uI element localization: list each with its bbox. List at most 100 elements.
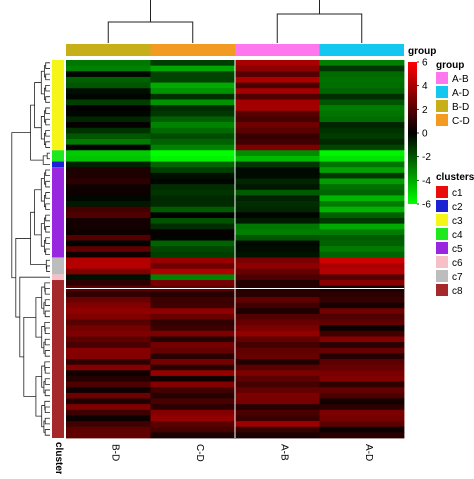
heatmap-cell <box>235 116 320 123</box>
heatmap-cell <box>150 251 236 258</box>
heatmap-cell <box>235 206 320 213</box>
group-annotation-cell <box>66 44 151 56</box>
dendrogram-branch <box>45 180 50 188</box>
heatmap-cell <box>66 246 151 253</box>
dendrogram-branch <box>45 214 50 222</box>
heatmap-cell <box>66 155 151 162</box>
heatmap-cell <box>235 319 320 326</box>
dendrogram-branch <box>44 406 50 414</box>
heatmap-cell <box>235 155 320 162</box>
dendrogram-branch <box>44 338 50 346</box>
dendrogram-branch <box>45 73 50 81</box>
heatmap-cell <box>235 150 320 157</box>
heatmap-cell <box>319 88 405 95</box>
column-label: B-D <box>109 444 120 461</box>
heatmap-cell <box>150 274 236 281</box>
color-scale-tick-label: 0 <box>422 129 428 140</box>
group-legend-swatch <box>436 114 448 126</box>
heatmap-cell <box>66 116 151 123</box>
color-scale-tick-label: 4 <box>422 81 428 92</box>
heatmap-cell <box>66 138 151 146</box>
heatmap-cell <box>150 189 236 196</box>
heatmap-cell <box>66 234 151 241</box>
heatmap-cell <box>66 257 151 264</box>
heatmap-cell <box>66 364 151 371</box>
group-annotation-cell <box>150 44 235 56</box>
heatmap-cell <box>150 93 236 100</box>
heatmap-cell <box>66 381 151 388</box>
heatmap-cell <box>66 319 151 326</box>
heatmap-cell <box>319 71 405 78</box>
heatmap-cell <box>319 217 405 225</box>
heatmap-cell <box>150 184 236 191</box>
heatmap-cell <box>319 144 405 151</box>
heatmap-cell <box>235 370 320 377</box>
heatmap-cell <box>150 138 236 146</box>
heatmap-cell <box>66 144 151 151</box>
dendrogram-branch <box>40 178 45 202</box>
heatmap-cell <box>150 105 236 112</box>
heatmap-cell <box>66 212 151 219</box>
dendrogram-branch <box>44 429 50 436</box>
heatmap-cell <box>319 291 405 298</box>
heatmap-cell <box>66 398 151 405</box>
heatmap-cell <box>235 110 320 117</box>
heatmap-cell <box>319 274 405 281</box>
heatmap-cell <box>66 347 151 354</box>
heatmap-cell <box>319 178 405 185</box>
dendrogram-branch <box>44 417 50 425</box>
heatmap-cell <box>235 217 320 225</box>
dendrogram-branch <box>11 132 31 279</box>
clusters-legend-swatch <box>436 242 448 254</box>
heatmap-cell <box>319 409 405 416</box>
heatmap-cell <box>66 291 151 298</box>
heatmap-cell <box>66 195 151 202</box>
dendrogram-branch <box>45 169 50 177</box>
heatmap-cell <box>319 364 405 371</box>
heatmap-cell <box>319 280 405 287</box>
heatmap-cell <box>66 71 151 78</box>
heatmap-cell <box>150 302 236 309</box>
group-legend-swatch <box>436 72 448 84</box>
heatmap-cell <box>319 99 405 106</box>
column-label: A-B <box>278 444 289 461</box>
heatmap-cell <box>235 251 320 258</box>
dendrogram-branch <box>41 286 45 309</box>
dendrogram-branch <box>45 237 50 244</box>
heatmap-cell <box>66 184 151 191</box>
heatmap-cell <box>319 426 405 433</box>
column-label: C-D <box>194 444 205 462</box>
heatmap-cell <box>235 133 320 140</box>
dendrogram-branch <box>41 365 45 388</box>
heatmap-cell <box>235 178 320 185</box>
heatmap-cell <box>150 342 236 349</box>
heatmap-cell <box>150 155 236 162</box>
heatmap-cell <box>66 330 151 337</box>
dendrogram-branch <box>40 116 45 140</box>
heatmap-cell <box>150 178 236 185</box>
heatmap-cell <box>150 116 236 123</box>
clusters-legend-label: c5 <box>452 244 463 255</box>
heatmap-cell <box>150 347 236 354</box>
dendrogram-branch <box>44 350 50 357</box>
dendrogram-branch <box>45 118 50 126</box>
heatmap-cell <box>66 415 151 422</box>
clusters-legend-label: c7 <box>452 272 463 283</box>
heatmap-cell <box>235 302 320 309</box>
heatmap-cell <box>319 263 405 270</box>
heatmap-cell <box>66 342 151 349</box>
heatmap-cell <box>319 375 405 382</box>
heatmap-cell <box>150 364 236 371</box>
heatmap-cell <box>66 105 151 112</box>
heatmap-cell <box>150 195 236 202</box>
heatmap-cell <box>150 76 236 83</box>
heatmap-cell <box>66 392 151 399</box>
heatmap-cell <box>319 421 405 428</box>
heatmap-cell <box>150 127 236 134</box>
heatmap-cell <box>66 308 151 315</box>
heatmap-cell <box>235 71 320 78</box>
legends: 6 4 2 0 -2 -4 -6 group A-B A-D B-D C-D clusters c1 c2 c… <box>408 58 474 297</box>
heatmap-cell <box>66 161 151 168</box>
column-labels: B-D C-D A-B A-D <box>109 444 374 462</box>
heatmap-cell <box>319 246 405 253</box>
